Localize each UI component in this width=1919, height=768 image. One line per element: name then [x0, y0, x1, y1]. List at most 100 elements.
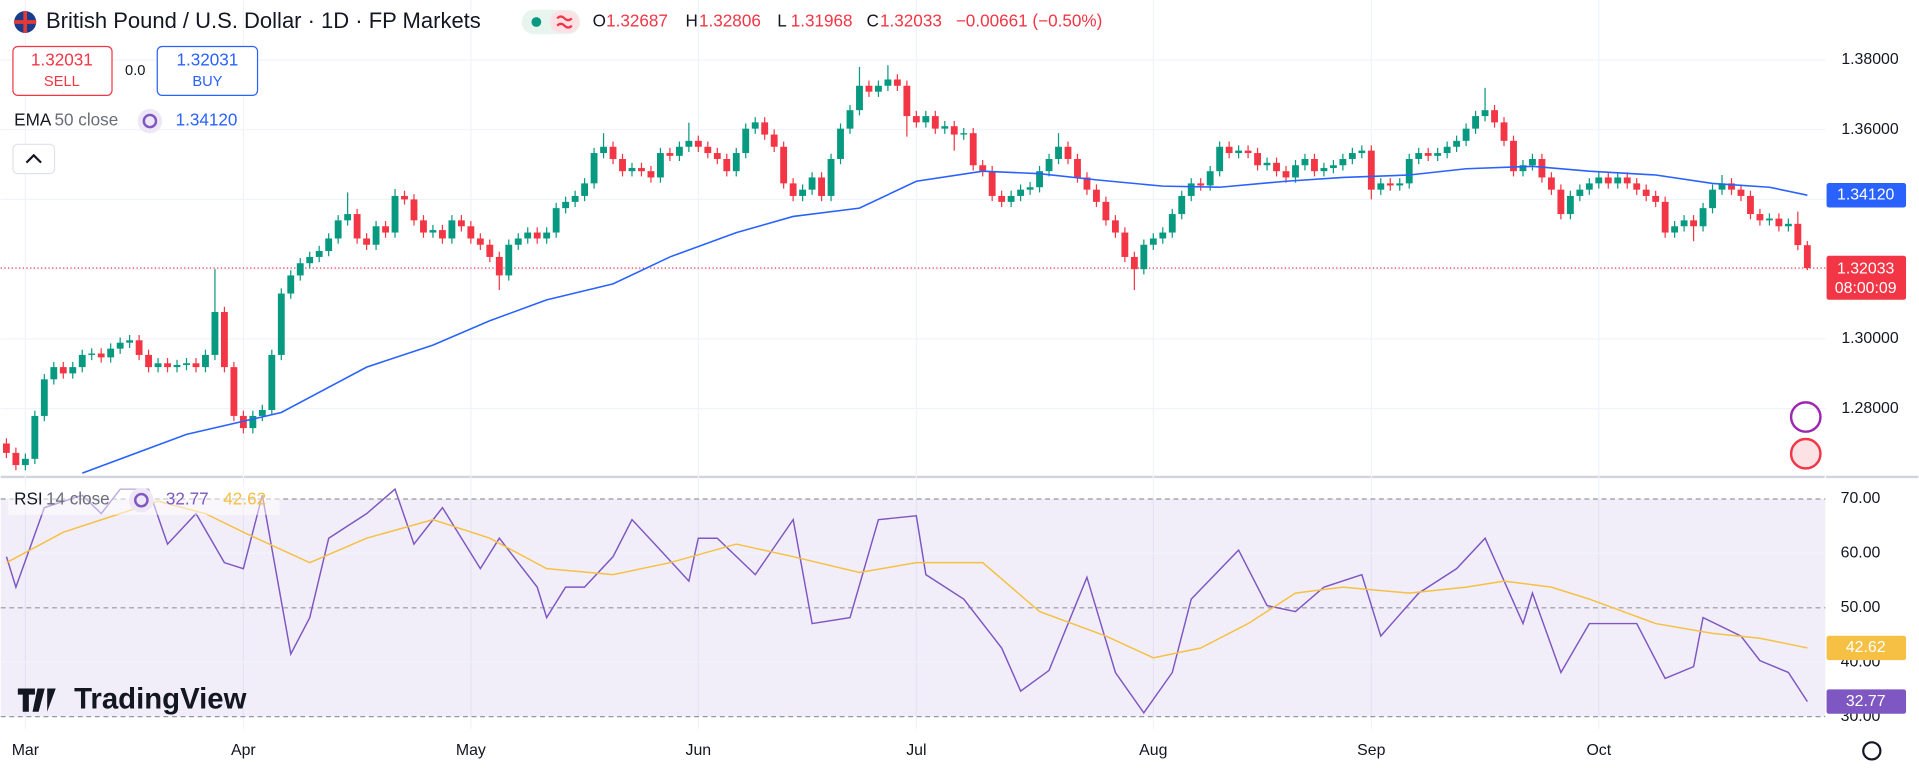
sell-box[interactable] [12, 45, 113, 96]
candle-body [1443, 146, 1451, 154]
candle-body [145, 354, 153, 368]
ohlc-letter: H [686, 12, 698, 31]
candle-body [1358, 150, 1366, 154]
candle-body [192, 363, 200, 368]
countdown-label: 08:00:09 [1835, 280, 1897, 297]
candle-body [732, 153, 740, 172]
events-icon[interactable] [1789, 401, 1822, 433]
delayed-icon [556, 15, 573, 29]
candle-body [638, 168, 645, 172]
collapse-button[interactable] [12, 143, 56, 175]
candle-body [126, 340, 134, 343]
candle-body [1557, 189, 1565, 215]
candle-body [884, 79, 892, 86]
x-tick-label: May [456, 742, 486, 759]
candle-body [1529, 158, 1536, 166]
x-tick-label: Sep [1357, 742, 1385, 759]
candle-body [1405, 158, 1413, 184]
sell-price[interactable]: 1.32031 [31, 51, 93, 70]
candle-body [476, 238, 484, 245]
candle-body [1699, 208, 1707, 227]
sell-label[interactable]: SELL [44, 74, 80, 90]
candle-body [856, 85, 863, 111]
candle-body [1320, 168, 1328, 172]
candle-body [1690, 220, 1698, 227]
candle-body [780, 146, 788, 184]
candle-body [97, 353, 105, 358]
candle-body [998, 195, 1006, 202]
candle-body [173, 365, 181, 368]
candle-body [1273, 162, 1280, 172]
ema-name: EMA [14, 111, 52, 130]
candle-body [296, 263, 304, 276]
candle-body [761, 122, 769, 135]
candle-body [50, 367, 58, 380]
buy-label[interactable]: BUY [192, 74, 222, 90]
candle-body [107, 348, 115, 358]
candle-body [552, 208, 560, 233]
candle-body [372, 226, 380, 245]
candle-body [21, 458, 29, 466]
candle-body [1064, 146, 1072, 159]
candle-body [457, 220, 465, 227]
last-price-badge [1826, 255, 1907, 300]
candle-body [1765, 218, 1773, 221]
candle-body [438, 230, 446, 239]
rsi-icon[interactable] [129, 487, 154, 513]
candle-body [249, 415, 257, 429]
candle-body [808, 177, 816, 190]
economic-events-icon[interactable] [1789, 437, 1822, 470]
candle-body [1803, 245, 1811, 268]
candle-body [1386, 183, 1394, 186]
rsi-name: RSI [14, 490, 43, 509]
candle-body [922, 116, 930, 123]
candle-body [1111, 220, 1119, 233]
x-tick-label: Apr [231, 742, 256, 759]
x-tick-label: Jul [906, 742, 926, 759]
candle-body [1585, 183, 1593, 190]
candle-body [410, 199, 418, 221]
candle-body [562, 201, 570, 209]
candle-body [1036, 171, 1043, 188]
buy-price[interactable]: 1.32031 [176, 51, 238, 70]
candle-body [1576, 189, 1584, 196]
last-price-label: 1.32033 [1837, 260, 1895, 277]
candle-body [230, 367, 238, 416]
candle-body [609, 146, 617, 159]
buy-box[interactable] [156, 45, 259, 96]
candle-body [1055, 146, 1062, 159]
candle-body [1168, 214, 1176, 233]
candle-body [1206, 171, 1214, 186]
candle-body [571, 195, 579, 202]
candle-body [675, 146, 683, 156]
y-tick-label: 1.36000 [1841, 121, 1899, 138]
candle-body [325, 238, 333, 252]
candle-body [694, 140, 702, 147]
candle-body [1709, 189, 1716, 209]
candle-body [467, 226, 475, 239]
y-tick-label: 1.38000 [1841, 51, 1899, 68]
candle-body [960, 133, 968, 135]
ema-icon[interactable] [137, 108, 163, 134]
candle-body [183, 363, 190, 366]
candle-body [1396, 183, 1404, 186]
candle-body [1481, 110, 1489, 117]
candle-body [1453, 140, 1461, 147]
buy-button[interactable]: 1.32031 BUY [156, 45, 259, 96]
candle-body [1661, 201, 1669, 233]
candle-body [685, 140, 693, 147]
x-tick-label: Jun [686, 742, 712, 759]
sell-button[interactable]: 1.32031 SELL [12, 45, 113, 96]
candle-body [306, 256, 314, 264]
ema-value: 1.34120 [176, 111, 238, 130]
candle-body [353, 214, 361, 239]
candle-body [401, 195, 408, 200]
candle-body [1083, 177, 1091, 190]
candle-body [116, 342, 124, 349]
candle-body [1254, 153, 1261, 166]
candle-body [486, 244, 494, 257]
candle-body [78, 354, 86, 368]
candle-body [543, 232, 551, 239]
settings-icon[interactable] [1862, 741, 1882, 761]
